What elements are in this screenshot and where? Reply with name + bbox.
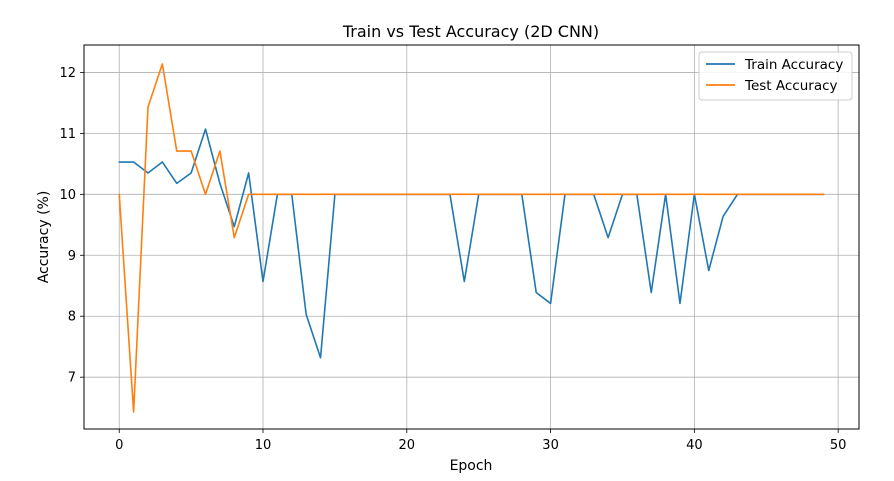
legend: Train Accuracy Test Accuracy (698, 51, 853, 101)
legend-label-train: Train Accuracy (744, 57, 843, 73)
legend-label-test: Test Accuracy (744, 78, 838, 94)
y-tick-label: 12 (59, 66, 76, 81)
chart-title: Train vs Test Accuracy (2D CNN) (342, 22, 599, 41)
plot-frame (83, 44, 860, 430)
x-tick-label: 20 (399, 438, 416, 453)
y-tick-label: 7 (68, 371, 76, 386)
x-tick-label: 0 (115, 438, 123, 453)
series-layer (118, 63, 825, 413)
legend-box (698, 51, 853, 101)
x-tick-label: 50 (830, 438, 847, 453)
x-tick-label: 40 (686, 438, 703, 453)
ticks: 0 10 20 30 40 50 7 8 9 10 11 12 (59, 66, 846, 453)
series-line-train-accuracy (118, 128, 825, 359)
y-tick-label: 11 (59, 127, 76, 142)
x-tick-label: 30 (542, 438, 559, 453)
series-line-test-accuracy (118, 63, 825, 413)
y-tick-label: 10 (59, 188, 76, 203)
x-tick-label: 10 (255, 438, 272, 453)
y-tick-label: 9 (68, 249, 76, 264)
y-tick-label: 8 (68, 310, 76, 325)
y-axis-label: Accuracy (%) (36, 191, 52, 284)
x-axis-label: Epoch (450, 458, 493, 474)
